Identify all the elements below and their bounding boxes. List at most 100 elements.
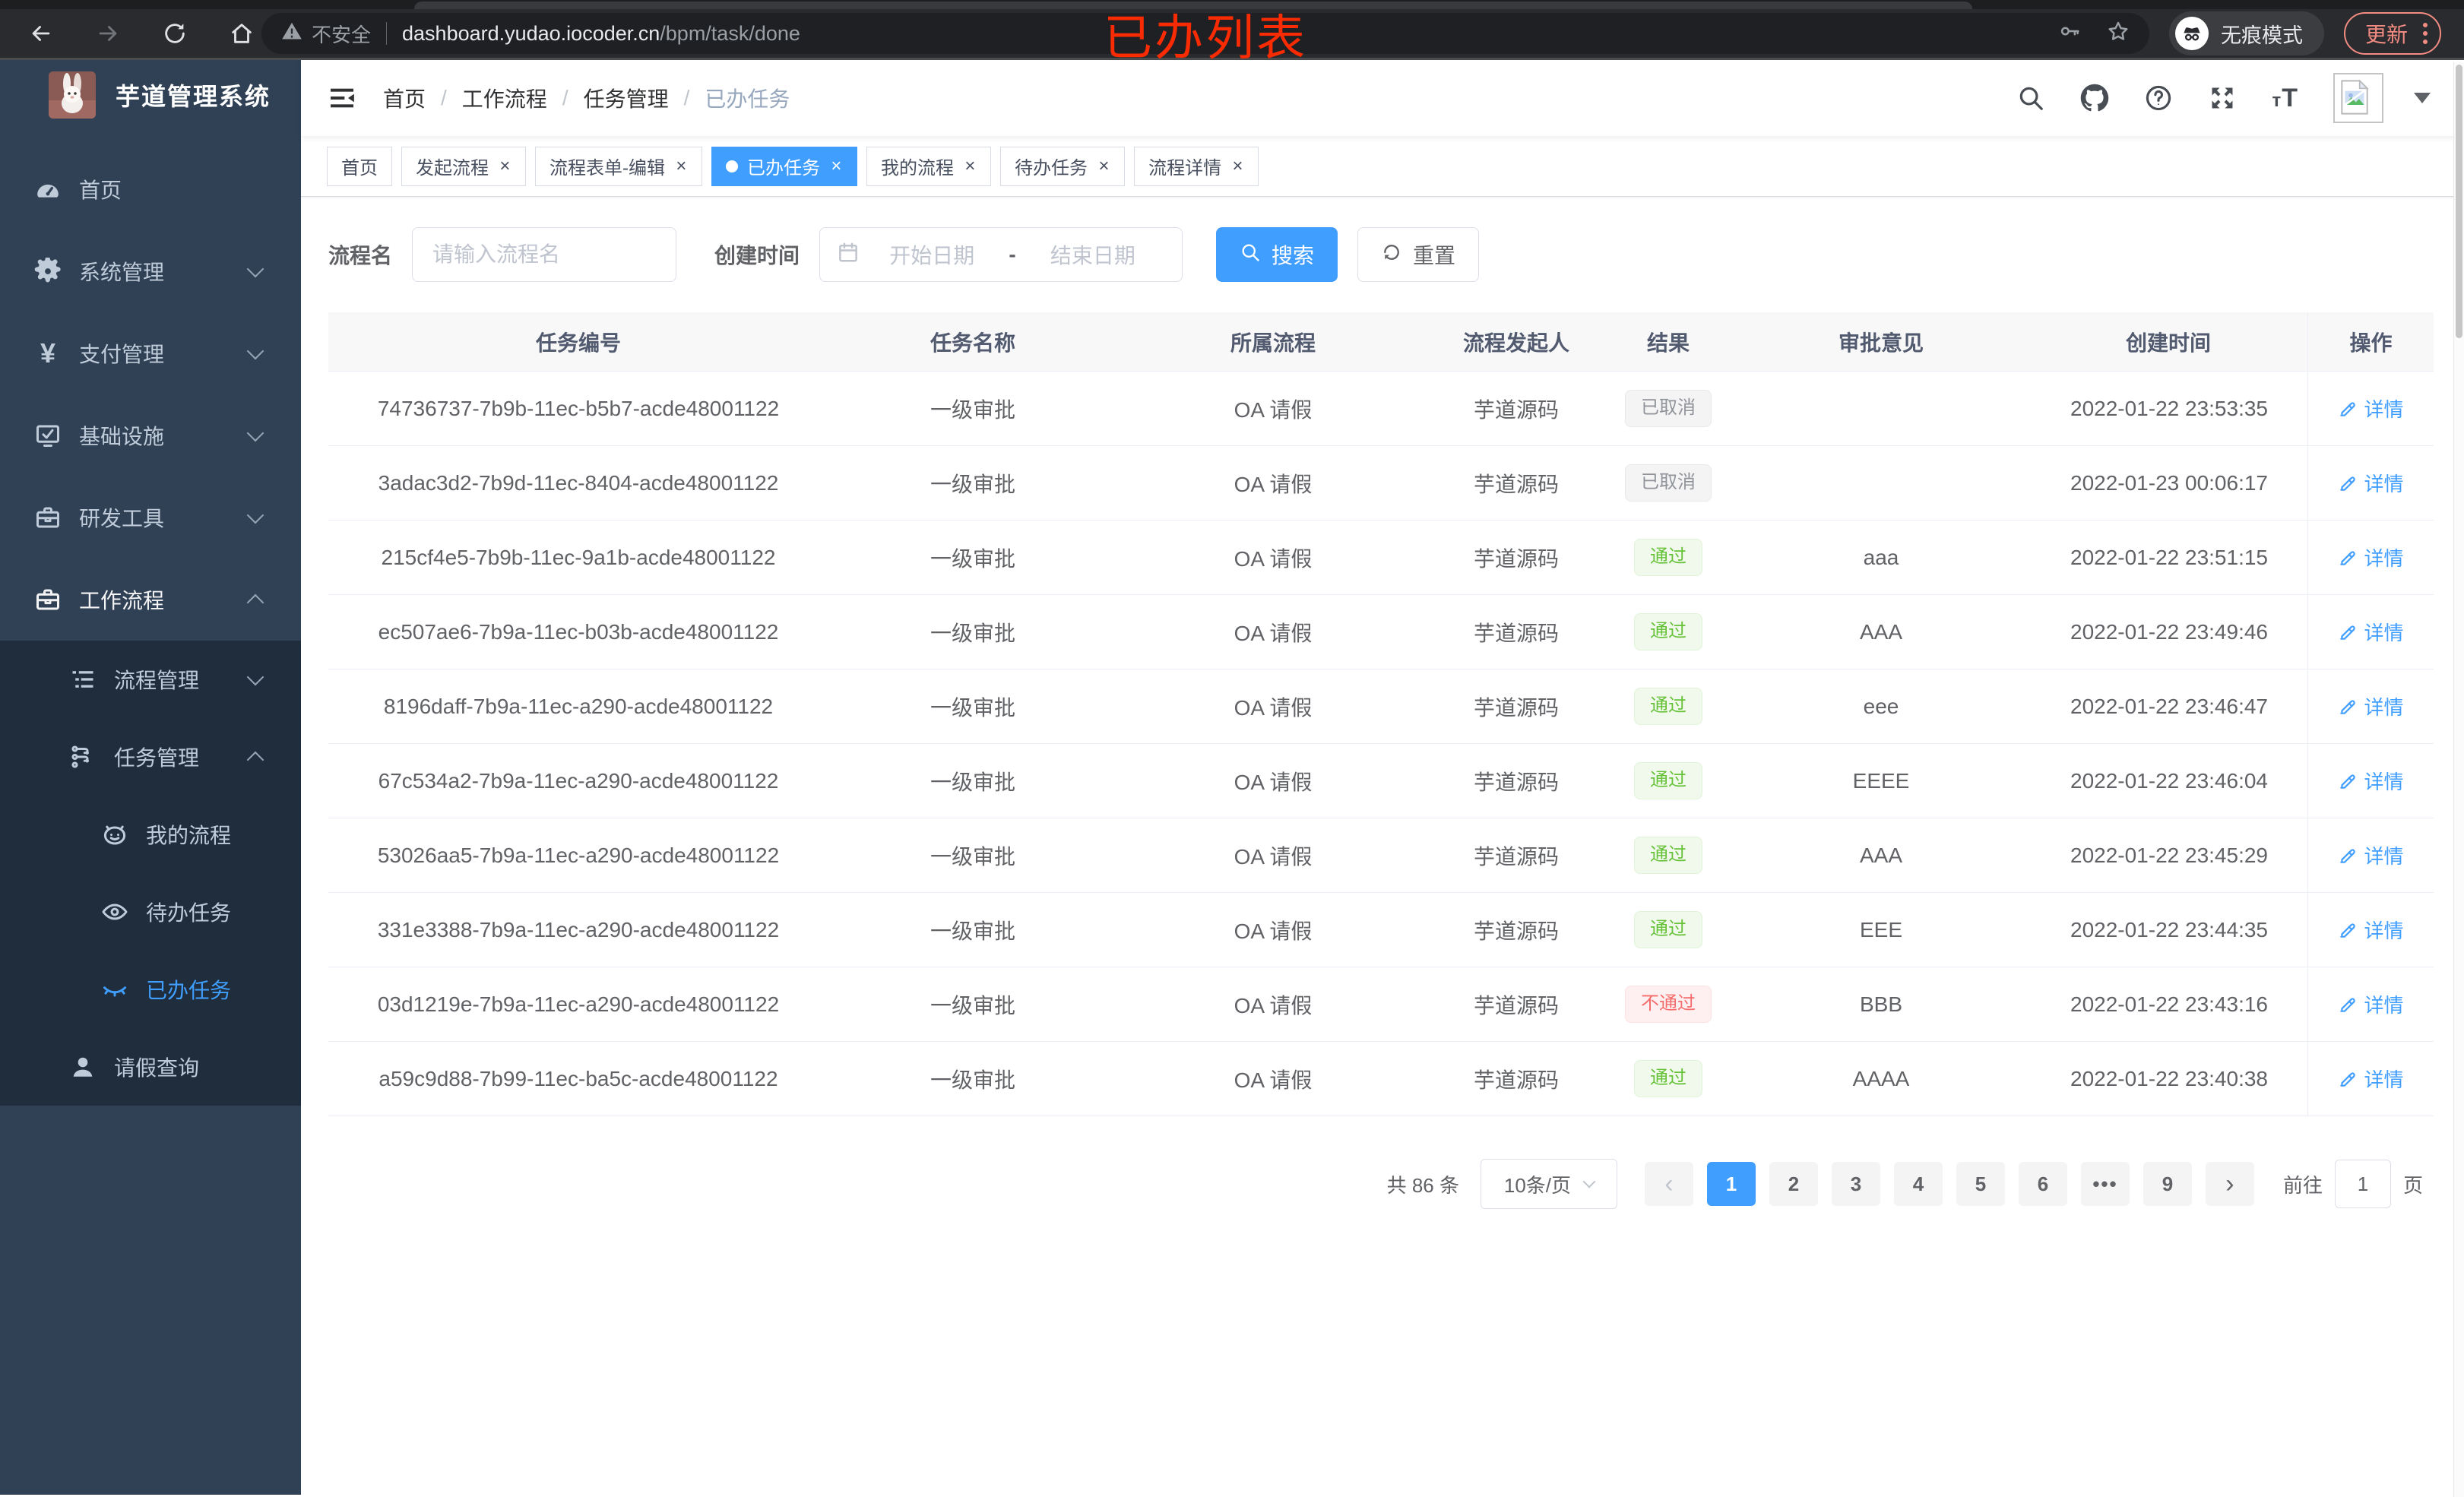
sidebar-item-label: 首页	[79, 179, 122, 202]
sidebar-item-workflow[interactable]: 工作流程	[0, 559, 301, 641]
detail-link[interactable]: 详情	[2338, 469, 2404, 497]
caret-down-icon[interactable]	[2414, 93, 2431, 103]
sidebar-item-infrastructure[interactable]: 基础设施	[0, 394, 301, 476]
sidebar-item-process-mgmt[interactable]: 流程管理	[0, 641, 301, 718]
page-button-2[interactable]: 2	[1769, 1162, 1818, 1206]
close-icon[interactable]: ×	[831, 155, 842, 176]
github-icon[interactable]	[2080, 84, 2109, 112]
column-header: 任务编号	[535, 331, 621, 355]
page-button-6[interactable]: 6	[2018, 1162, 2067, 1206]
date-range-picker[interactable]: 开始日期 - 结束日期	[819, 227, 1183, 282]
page-ellipsis[interactable]: •••	[2080, 1162, 2130, 1206]
fullscreen-icon[interactable]	[2208, 84, 2237, 112]
close-icon[interactable]: ×	[1098, 155, 1110, 176]
sidebar-item-task-mgmt[interactable]: 任务管理	[0, 718, 301, 796]
avatar[interactable]	[2333, 73, 2383, 123]
goto-page-input[interactable]	[2334, 1160, 2391, 1208]
breadcrumb-current: 已办任务	[705, 87, 790, 111]
main-panel: 首页 / 工作流程 / 任务管理 / 已办任务 тT 首页 发起流	[301, 60, 2464, 1495]
process-name-input[interactable]	[412, 227, 677, 282]
close-icon[interactable]: ×	[499, 155, 511, 176]
action-cell: 详情	[2307, 967, 2434, 1041]
prev-page-button[interactable]: ‹	[1644, 1162, 1693, 1206]
tab-发起流程[interactable]: 发起流程 ×	[401, 146, 527, 186]
font-size-icon[interactable]: тT	[2272, 83, 2298, 112]
sidebar-menu: 首页系统管理 ¥ 支付管理 基础设施 研发工具 工作流程 流程管理 任务管理 我的流程待办任务已…	[0, 130, 301, 1106]
next-page-button[interactable]: ›	[2205, 1162, 2254, 1206]
search-icon[interactable]	[2016, 84, 2045, 112]
breadcrumb-item[interactable]: 工作流程	[461, 87, 547, 111]
detail-link[interactable]: 详情	[2338, 990, 2404, 1018]
scrollbar-thumb[interactable]	[2456, 65, 2462, 338]
reload-icon[interactable]	[160, 18, 190, 49]
forward-icon[interactable]	[93, 18, 123, 49]
sidebar-item-label: 待办任务	[146, 901, 232, 925]
task-id: 8196daff-7b9a-11ec-a290-acde48001122	[383, 694, 774, 718]
sidebar-item-payment[interactable]: ¥ 支付管理	[0, 312, 301, 394]
tab-流程详情[interactable]: 流程详情 ×	[1134, 146, 1259, 186]
close-icon[interactable]: ×	[1232, 155, 1243, 176]
page-size-select[interactable]: 10条/页	[1480, 1159, 1617, 1209]
app-logo[interactable]: 芋道管理系统	[0, 60, 301, 130]
result-cell: 通过	[1604, 669, 1733, 743]
tab-流程表单-编辑[interactable]: 流程表单-编辑 ×	[535, 146, 703, 186]
sidebar-item-devtools[interactable]: 研发工具	[0, 476, 301, 559]
page-button-9[interactable]: 9	[2143, 1162, 2192, 1206]
detail-link[interactable]: 详情	[2338, 1065, 2404, 1093]
date-start-placeholder[interactable]: 开始日期	[889, 244, 975, 267]
date-end-placeholder[interactable]: 结束日期	[1050, 244, 1135, 267]
dashboard-icon	[32, 173, 64, 205]
back-icon[interactable]	[26, 18, 56, 49]
page-button-1[interactable]: 1	[1706, 1162, 1756, 1206]
top-navbar: 首页 / 工作流程 / 任务管理 / 已办任务 тT	[301, 60, 2464, 136]
sidebar-item-done-task[interactable]: 已办任务	[0, 951, 301, 1028]
detail-link[interactable]: 详情	[2338, 767, 2404, 795]
detail-link[interactable]: 详情	[2338, 916, 2404, 944]
sidebar-item-my-process[interactable]: 我的流程	[0, 796, 301, 873]
chevron-down-icon	[246, 342, 264, 360]
update-button[interactable]: 更新	[2343, 12, 2441, 55]
detail-link[interactable]: 详情	[2338, 394, 2404, 423]
result-cell: 已取消	[1604, 446, 1733, 520]
search-button[interactable]: 搜索	[1216, 227, 1338, 282]
table-row: 331e3388-7b9a-11ec-a290-acde48001122 一级审批…	[328, 893, 2434, 967]
approve-comment	[1733, 372, 2029, 445]
process-name: OA 请假	[1234, 1068, 1313, 1092]
page-button-5[interactable]: 5	[1956, 1162, 2005, 1206]
initiator: 芋道源码	[1473, 1068, 1559, 1092]
collapse-sidebar-icon[interactable]	[327, 83, 357, 113]
tab-首页[interactable]: 首页	[327, 146, 392, 186]
home-icon[interactable]	[226, 18, 257, 49]
reset-button[interactable]: 重置	[1357, 227, 1480, 282]
page-button-3[interactable]: 3	[1831, 1162, 1880, 1206]
page-scrollbar[interactable]	[2453, 62, 2464, 1497]
sidebar-item-system[interactable]: 系统管理	[0, 230, 301, 312]
kebab-menu-icon[interactable]	[2423, 23, 2428, 44]
sidebar-item-todo-task[interactable]: 待办任务	[0, 873, 301, 951]
status-badge: 已取消	[1625, 390, 1712, 427]
tab-我的流程[interactable]: 我的流程 ×	[866, 146, 992, 186]
warning-icon[interactable]	[281, 21, 302, 47]
result-cell: 通过	[1604, 893, 1733, 967]
detail-link[interactable]: 详情	[2338, 543, 2404, 571]
detail-link[interactable]: 详情	[2338, 618, 2404, 646]
url-bar[interactable]: 不安全 dashboard.yudao.iocoder.cn/bpm/task/…	[261, 13, 2149, 54]
detail-link[interactable]: 详情	[2338, 841, 2404, 869]
sidebar-item-home[interactable]: 首页	[0, 148, 301, 230]
page-button-4[interactable]: 4	[1893, 1162, 1943, 1206]
tab-已办任务[interactable]: 已办任务 ×	[711, 146, 858, 186]
close-icon[interactable]: ×	[676, 155, 687, 176]
task-name: 一级审批	[930, 919, 1015, 943]
help-icon[interactable]	[2144, 84, 2173, 112]
star-icon[interactable]	[2107, 20, 2130, 48]
close-icon[interactable]: ×	[964, 155, 976, 176]
task-name: 一级审批	[930, 621, 1015, 645]
sidebar-item-leave-query[interactable]: 请假查询	[0, 1028, 301, 1106]
detail-link[interactable]: 详情	[2338, 692, 2404, 720]
tab-待办任务[interactable]: 待办任务 ×	[1000, 146, 1126, 186]
browser-active-tab[interactable]	[414, 2, 1972, 9]
breadcrumb-item[interactable]: 首页	[383, 87, 426, 111]
initiator: 芋道源码	[1473, 397, 1559, 422]
key-icon[interactable]	[2058, 20, 2081, 48]
breadcrumb-item[interactable]: 任务管理	[583, 87, 669, 111]
